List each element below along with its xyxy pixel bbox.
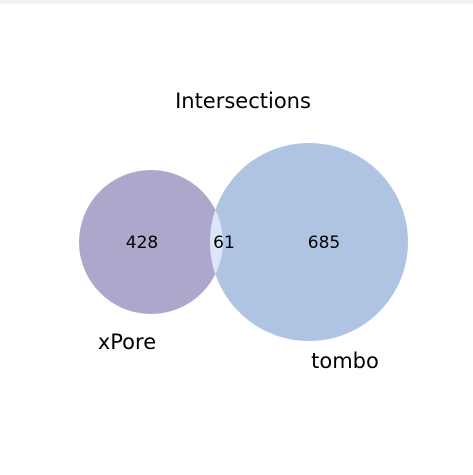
diagram-title: Intersections bbox=[175, 89, 311, 113]
top-border bbox=[0, 0, 473, 4]
xpore-only-count: 428 bbox=[126, 233, 158, 253]
tombo-only-count: 685 bbox=[308, 233, 340, 253]
xpore-set-label: xPore bbox=[98, 330, 156, 354]
set-xpore-circle bbox=[79, 170, 223, 314]
tombo-set-label: tombo bbox=[311, 349, 379, 373]
set-tombo-circle bbox=[210, 143, 408, 341]
intersection-count: 61 bbox=[213, 233, 235, 253]
